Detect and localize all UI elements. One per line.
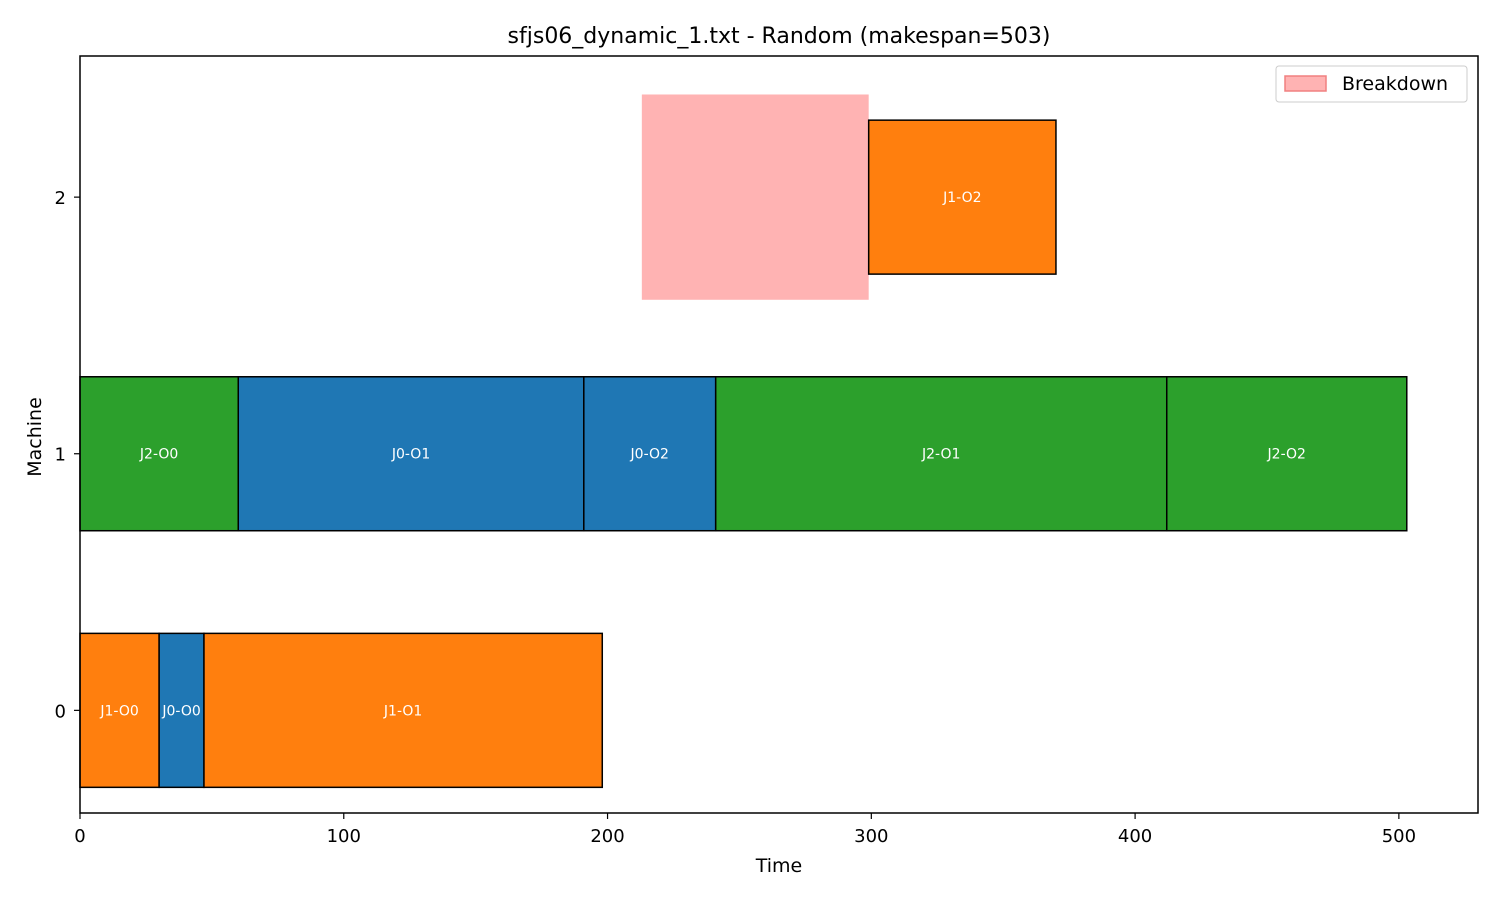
operation-bar: [237, 376, 585, 532]
operation-bar: [158, 632, 205, 789]
operation-bar: [79, 632, 160, 789]
x-tick-label: 100: [327, 826, 361, 847]
x-tick-label: 400: [1118, 826, 1152, 847]
y-tick-label: 2: [55, 188, 66, 209]
x-axis-label: Time: [755, 855, 803, 877]
breakdown-layer: [641, 94, 869, 300]
x-tick-label: 500: [1382, 826, 1416, 847]
operation-bars: [79, 119, 1408, 789]
operation-bar: [583, 376, 717, 532]
y-axis-label: Machine: [24, 397, 46, 477]
operation-labels: J1-O0 J0-O0 J1-O1 J2-O0 J0-O1 J0-O2 J2-O1 J2-O2…: [99, 190, 1306, 719]
legend-label-breakdown: Breakdown: [1342, 73, 1448, 95]
legend-swatch-breakdown: [1284, 75, 1327, 92]
operation-bar: [1165, 376, 1408, 532]
operation-label: J2-O1: [921, 447, 960, 463]
legend-box: [1275, 65, 1468, 103]
operation-label: J0-O0: [161, 703, 200, 719]
operation-bar: [79, 376, 240, 532]
x-tick-label: 200: [590, 826, 624, 847]
operation-bar: [867, 119, 1057, 275]
x-axis-ticks: 0 100 200 300 400 500: [74, 813, 1416, 847]
operation-label: J2-O2: [1267, 447, 1306, 463]
breakdown-bar: [641, 94, 869, 300]
operation-label: J1-O2: [942, 190, 981, 206]
legend: Breakdown: [1275, 65, 1468, 103]
operation-bar: [203, 632, 604, 789]
x-tick-label: 300: [854, 826, 888, 847]
operation-label: J0-O2: [630, 447, 669, 463]
y-axis-ticks: 0 1 2: [55, 188, 80, 722]
x-tick-label: 0: [74, 826, 85, 847]
y-tick-label: 1: [55, 445, 66, 466]
y-tick-label: 0: [55, 701, 66, 722]
operation-label: J2-O0: [139, 447, 178, 463]
operation-label: J1-O1: [383, 703, 422, 719]
operation-label: J1-O0: [99, 703, 138, 719]
operation-bar: [714, 376, 1168, 532]
plot-frame: [79, 55, 1479, 814]
chart-title: sfjs06_dynamic_1.txt - Random (makespan=…: [508, 24, 1051, 49]
operation-label: J0-O1: [391, 447, 430, 463]
